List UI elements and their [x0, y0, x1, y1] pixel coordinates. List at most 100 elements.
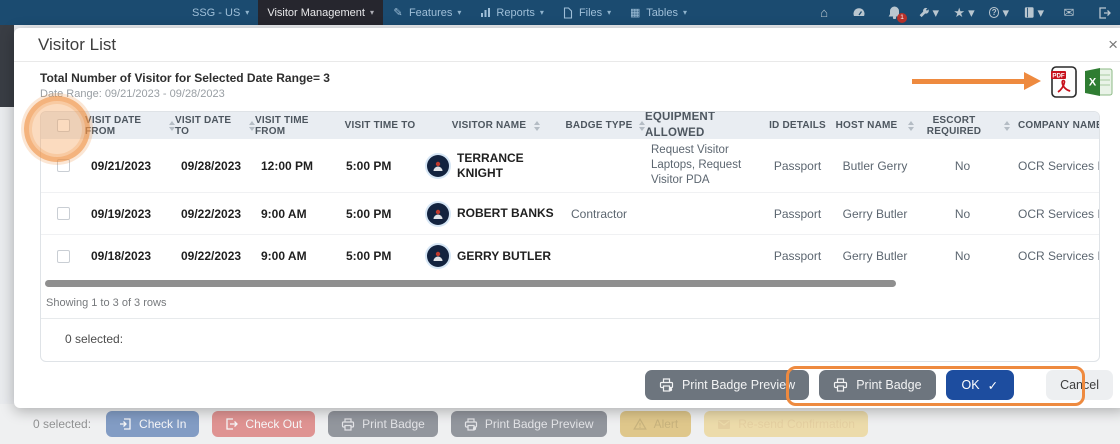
print-badge-preview-button[interactable]: Print Badge Preview — [450, 411, 607, 437]
ok-button[interactable]: OK ✓ — [945, 370, 1015, 400]
chevron-down-icon: ▾ — [457, 8, 462, 17]
cell-visit-date-to: 09/22/2023 — [181, 249, 242, 263]
nav-label: Features — [408, 6, 453, 19]
export-pdf-icon[interactable]: PDF — [1050, 66, 1078, 103]
table-row[interactable]: 09/18/2023 09/22/2023 9:00 AM 5:00 PM GE… — [41, 235, 1099, 277]
sort-icon[interactable] — [1004, 120, 1010, 131]
horizontal-scrollbar[interactable] — [41, 277, 1099, 290]
row-checkbox[interactable] — [56, 159, 70, 172]
table-icon: ▦ — [629, 7, 641, 19]
cell-visit-date-to: 09/22/2023 — [181, 206, 242, 221]
check-out-button[interactable]: Check Out — [212, 411, 316, 437]
export-excel-icon[interactable]: X — [1084, 66, 1114, 103]
wrench-icon[interactable]: ▾ — [919, 5, 939, 21]
sign-out-icon[interactable] — [1094, 5, 1114, 21]
visitor-list-modal: Visitor List × Total Number of Visitor f… — [14, 28, 1120, 408]
nav-item-features[interactable]: ✎ Features ▾ — [383, 0, 470, 25]
cell-visit-time-from: 12:00 PM — [261, 158, 314, 173]
date-range-label: Date Range: 09/21/2023 - 09/28/2023 — [40, 88, 225, 100]
nav-item-tables[interactable]: ▦ Tables ▾ — [620, 0, 696, 25]
modal-selected-count-label: 0 selected: — [65, 332, 124, 346]
sort-icon[interactable] — [638, 120, 645, 131]
scrollbar-thumb[interactable] — [45, 280, 896, 287]
address-book-icon[interactable]: ▾ — [1024, 5, 1044, 21]
chevron-down-icon: ▾ — [1037, 4, 1044, 20]
nav-item-visitor-management[interactable]: Visitor Management ▾ — [258, 0, 383, 25]
chevron-down-icon: ▾ — [369, 8, 374, 17]
cell-company-name: OCR Services Inc — [1018, 206, 1099, 221]
page-left-edge — [0, 25, 14, 107]
sort-icon[interactable] — [249, 120, 255, 131]
check-icon: ✓ — [987, 378, 999, 393]
cell-company-name: OCR Services Inc — [1018, 249, 1099, 263]
cell-visit-date-from: 09/18/2023 — [91, 249, 152, 263]
cell-host-name: Gerry Butler — [842, 206, 908, 221]
chevron-down-icon: ▾ — [539, 8, 544, 17]
close-icon[interactable]: × — [1108, 35, 1118, 54]
row-checkbox[interactable] — [56, 207, 70, 220]
svg-text:PDF: PDF — [1052, 72, 1065, 79]
modal-title: Visitor List — [38, 34, 117, 54]
dashboard-gauge-icon[interactable] — [849, 5, 869, 21]
print-badge-button[interactable]: Print Badge — [328, 411, 438, 437]
select-all-checkbox[interactable] — [56, 119, 70, 132]
cell-id-details: Passport — [773, 206, 822, 221]
chevron-down-icon: ▾ — [932, 4, 939, 20]
cell-visit-time-to: 5:00 PM — [346, 249, 392, 263]
nav-label: Visitor Management — [267, 6, 365, 19]
cell-company-name: OCR Services Inc — [1018, 158, 1099, 173]
cell-escort-required: No — [954, 206, 971, 221]
row-checkbox[interactable] — [56, 249, 70, 263]
resend-confirmation-button[interactable]: Re-send Confirmation — [704, 411, 868, 437]
alert-button[interactable]: Alert — [619, 411, 692, 437]
visitor-avatar-icon — [427, 154, 449, 177]
nav-label: SSG - US — [192, 6, 241, 19]
cell-id-details: Passport — [773, 158, 822, 173]
cell-equipment-allowed: Request Visitor Laptops, Request Visitor… — [651, 143, 742, 187]
home-icon[interactable]: ⌂ — [820, 5, 828, 20]
print-badge-preview-button[interactable]: Print Badge Preview — [644, 370, 810, 400]
cell-visit-date-from: 09/21/2023 — [91, 158, 152, 173]
chevron-down-icon: ▾ — [1002, 4, 1009, 20]
sort-icon[interactable] — [908, 120, 915, 131]
chevron-down-icon: ▾ — [245, 8, 250, 17]
cell-id-details: Passport — [773, 249, 822, 263]
top-navbar: SSG - US ▾ Visitor Management ▾ ✎ Featur… — [0, 0, 1120, 25]
cell-visit-date-from: 09/19/2023 — [91, 206, 152, 221]
nav-item-reports[interactable]: Reports ▾ — [470, 0, 553, 25]
showing-rows-label: Showing 1 to 3 of 3 rows — [46, 297, 167, 309]
pencil-icon: ✎ — [393, 7, 403, 19]
cell-escort-required: No — [954, 249, 971, 263]
print-badge-button[interactable]: Print Badge — [819, 370, 936, 400]
nav-label: Reports — [496, 6, 535, 19]
table-row[interactable]: 09/19/2023 09/22/2023 9:00 AM 5:00 PM RO… — [41, 193, 1099, 235]
divider — [41, 318, 1099, 319]
nav-item-files[interactable]: Files ▾ — [553, 0, 620, 25]
file-icon — [562, 6, 574, 19]
chevron-down-icon: ▾ — [968, 4, 975, 20]
help-icon[interactable]: ? ▾ — [989, 5, 1009, 21]
nav-item-ssg-us[interactable]: SSG - US ▾ — [183, 0, 258, 25]
sort-icon[interactable] — [169, 120, 175, 131]
selected-count-label: 0 selected: — [33, 417, 92, 431]
chevron-down-icon: ▾ — [607, 8, 612, 17]
notifications-bell-icon[interactable]: 1 — [884, 5, 907, 23]
cell-visit-time-from: 9:00 AM — [261, 206, 307, 221]
cell-visit-time-to: 5:00 PM — [346, 158, 392, 173]
cell-visit-time-from: 9:00 AM — [261, 249, 307, 263]
mail-icon[interactable]: ✉ — [1063, 4, 1075, 20]
cell-host-name: Gerry Butler — [842, 249, 908, 263]
table-row[interactable]: 09/21/2023 09/28/2023 12:00 PM 5:00 PM T… — [41, 139, 1099, 193]
check-in-button[interactable]: Check In — [106, 411, 200, 437]
bar-chart-icon — [479, 7, 491, 19]
cell-visitor-name: TERRANCE KNIGHT — [457, 150, 524, 180]
cancel-button[interactable]: Cancel — [1046, 370, 1113, 400]
nav-label: Files — [578, 6, 603, 19]
cell-badge-type: Contractor — [571, 206, 628, 221]
sort-icon[interactable] — [534, 120, 541, 131]
favorites-star-icon[interactable]: ★ ▾ — [953, 4, 975, 20]
visitor-avatar-icon — [427, 245, 449, 267]
cell-host-name: Butler Gerry — [842, 158, 908, 173]
visitor-avatar-icon — [427, 202, 449, 225]
cell-escort-required: No — [954, 158, 971, 173]
